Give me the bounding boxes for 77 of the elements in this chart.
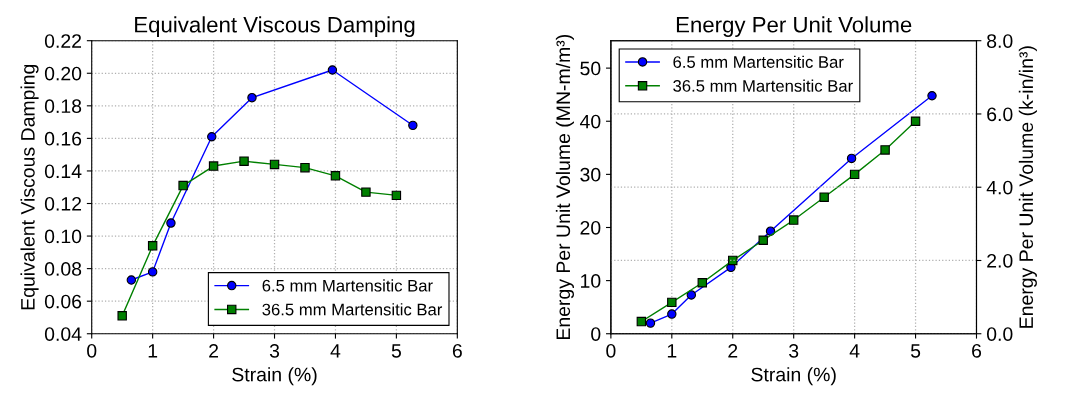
x-tick-label: 2 (209, 343, 219, 358)
y-tick-label: 0 (591, 327, 601, 341)
y-tick-label: 0.08 (44, 262, 82, 276)
y2-axis-title: Energy Per Unit Volume (k-in/in³) (1018, 46, 1037, 328)
y-tick-label: 0.16 (44, 131, 82, 146)
y-tick-label: 0.14 (44, 164, 82, 179)
point (126, 275, 137, 285)
chart-title: Energy Per Unit Volume (676, 16, 912, 37)
y-tick-label: 30 (580, 167, 601, 182)
point (207, 132, 217, 142)
y-tick-label: 0.18 (44, 99, 82, 114)
point (327, 65, 338, 75)
y-tick-label: 20 (580, 220, 601, 235)
y2-tick-label: 8.0 (987, 34, 1013, 48)
x-tick-label: 4 (849, 344, 860, 358)
y-tick-label: 0.04 (44, 327, 82, 341)
y2-tick-label: 6.0 (987, 107, 1013, 122)
point (178, 180, 188, 191)
point (300, 162, 310, 173)
point (846, 153, 857, 164)
legend-label: 6.5 mm Martensitic Bar (262, 279, 433, 292)
x-tick-label: 6 (452, 343, 462, 358)
x-tick-label: 1 (667, 344, 677, 358)
point (361, 187, 371, 197)
point (147, 241, 158, 251)
x-tick-label: 5 (910, 344, 921, 358)
point (910, 116, 921, 126)
y-axis-title: Energy Per Unit Volume (MN-m/m³) (555, 34, 574, 340)
y-tick-label: 0.20 (44, 66, 82, 81)
y-tick-label: 0.22 (44, 34, 82, 48)
y2-tick-label: 2.0 (987, 253, 1013, 268)
legend-label: 36.5 mm Martensitic Bar (262, 303, 443, 316)
y-tick-label: 0.12 (44, 196, 82, 211)
x-tick-label: 0 (87, 343, 97, 358)
point (667, 297, 677, 308)
y-tick-label: 0.06 (44, 294, 82, 309)
point (147, 267, 158, 277)
point (391, 190, 402, 201)
point (819, 192, 829, 202)
x-tick-label: 0 (606, 343, 616, 358)
x-tick-label: 1 (148, 344, 158, 358)
point (408, 120, 418, 131)
x-tick-label: 5 (391, 344, 401, 358)
point (239, 156, 249, 166)
point (880, 145, 890, 155)
x-tick-label: 3 (789, 343, 799, 358)
y-tick-label: 50 (580, 61, 601, 76)
x-axis-title: Strain (%) (751, 367, 836, 386)
point (247, 92, 257, 103)
x-tick-label: 2 (728, 343, 738, 358)
point (927, 91, 937, 101)
x-tick-label: 4 (330, 344, 341, 358)
x-tick-label: 6 (972, 343, 982, 358)
legend-label: 36.5 mm Martensitic Bar (673, 79, 853, 92)
y-tick-label: 0.10 (44, 229, 82, 244)
point (788, 215, 799, 225)
legend-label: 6.5 mm Martensitic Bar (673, 55, 844, 68)
y-tick-label: 10 (581, 274, 601, 288)
point (667, 309, 677, 319)
y2-tick-label: 0.0 (986, 327, 1013, 341)
point (166, 218, 176, 228)
point (645, 318, 656, 328)
point (208, 161, 219, 171)
x-tick-label: 3 (269, 343, 280, 358)
point (117, 311, 127, 321)
chart-title: Equivalent Viscous Damping (135, 16, 415, 37)
point (636, 316, 647, 327)
point (849, 169, 860, 180)
point (758, 235, 768, 245)
y-tick-label: 40 (579, 114, 601, 129)
point (269, 159, 280, 170)
y2-tick-label: 4.0 (986, 180, 1013, 195)
y-axis-title: Equivalent Viscous Damping (20, 64, 39, 310)
point (697, 278, 708, 288)
x-axis-title: Strain (%) (232, 367, 317, 386)
point (686, 290, 697, 300)
point (330, 171, 341, 181)
